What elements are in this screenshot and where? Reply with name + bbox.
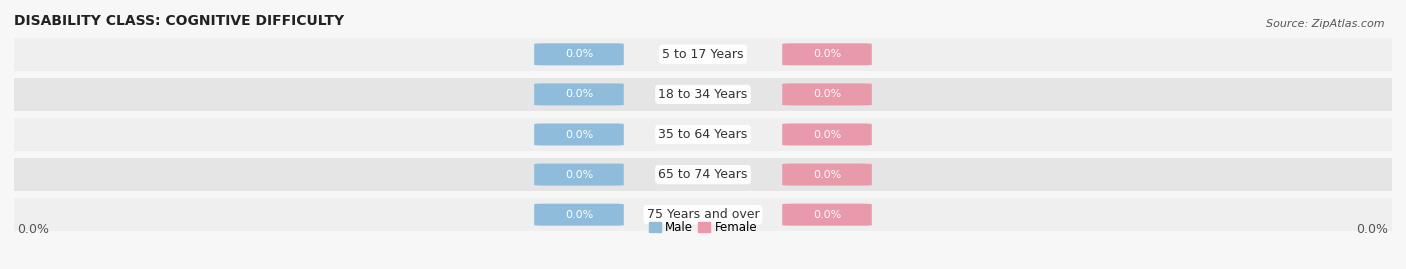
FancyBboxPatch shape [782, 204, 872, 226]
FancyBboxPatch shape [534, 43, 624, 65]
Text: 0.0%: 0.0% [565, 89, 593, 100]
Legend: Male, Female: Male, Female [644, 217, 762, 239]
Bar [14, 118, 1392, 151]
Text: 65 to 74 Years: 65 to 74 Years [658, 168, 748, 181]
Text: 0.0%: 0.0% [813, 129, 841, 140]
Text: 0.0%: 0.0% [17, 223, 49, 236]
Text: 18 to 34 Years: 18 to 34 Years [658, 88, 748, 101]
Text: Source: ZipAtlas.com: Source: ZipAtlas.com [1267, 19, 1385, 29]
FancyBboxPatch shape [782, 123, 872, 146]
Bar [14, 78, 1392, 111]
FancyBboxPatch shape [534, 164, 624, 186]
FancyBboxPatch shape [534, 123, 624, 146]
Text: 0.0%: 0.0% [565, 169, 593, 180]
Text: 0.0%: 0.0% [565, 210, 593, 220]
Text: DISABILITY CLASS: COGNITIVE DIFFICULTY: DISABILITY CLASS: COGNITIVE DIFFICULTY [14, 14, 344, 28]
FancyBboxPatch shape [782, 43, 872, 65]
Text: 0.0%: 0.0% [813, 169, 841, 180]
Text: 0.0%: 0.0% [813, 89, 841, 100]
FancyBboxPatch shape [534, 83, 624, 105]
Bar [14, 158, 1392, 191]
Bar [14, 38, 1392, 71]
Text: 0.0%: 0.0% [1357, 223, 1389, 236]
Bar [14, 198, 1392, 231]
FancyBboxPatch shape [534, 204, 624, 226]
FancyBboxPatch shape [782, 164, 872, 186]
FancyBboxPatch shape [782, 83, 872, 105]
Text: 0.0%: 0.0% [813, 49, 841, 59]
Text: 0.0%: 0.0% [565, 49, 593, 59]
Text: 75 Years and over: 75 Years and over [647, 208, 759, 221]
Text: 5 to 17 Years: 5 to 17 Years [662, 48, 744, 61]
Text: 0.0%: 0.0% [813, 210, 841, 220]
Text: 35 to 64 Years: 35 to 64 Years [658, 128, 748, 141]
Text: 0.0%: 0.0% [565, 129, 593, 140]
